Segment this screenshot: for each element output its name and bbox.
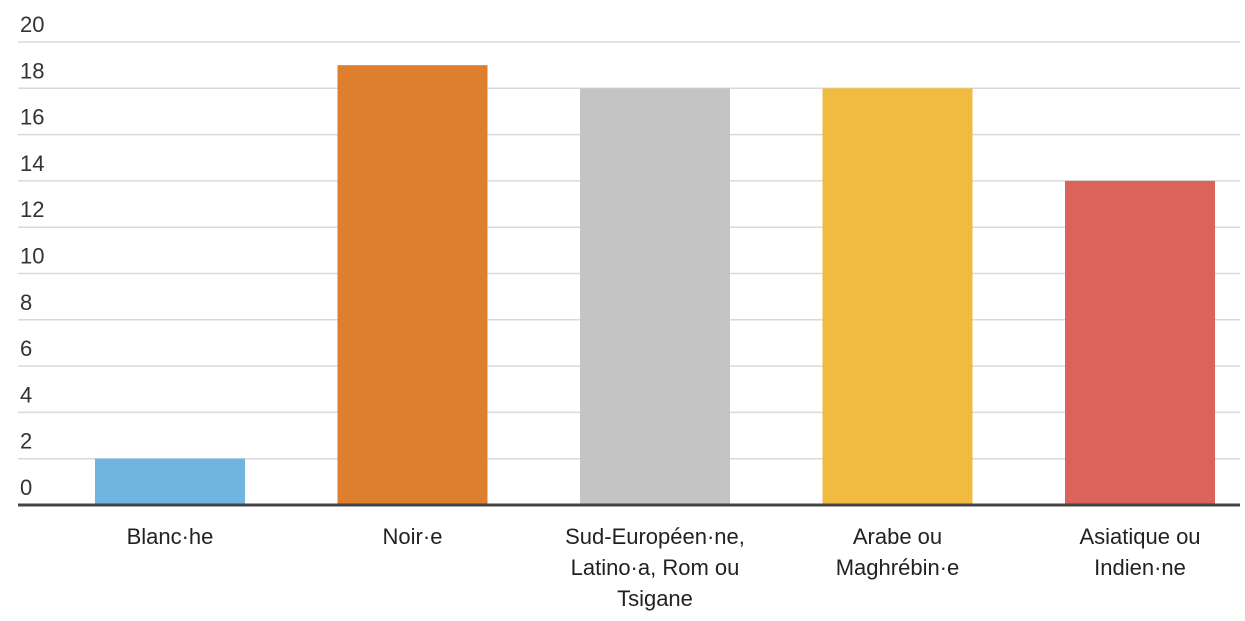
y-tick-label: 8 [20, 290, 32, 315]
x-category-line: Maghrébin·e [836, 555, 960, 580]
y-tick-label: 12 [20, 197, 44, 222]
x-axis-categories: Blanc·he Noir·e Sud-Européen·ne, Latino·a, … [127, 524, 1201, 611]
x-category-line: Sud-Européen·ne, [565, 524, 745, 549]
y-axis-ticks: 0 2 4 6 8 10 12 14 16 18 20 [20, 12, 44, 500]
y-tick-label: 4 [20, 382, 32, 407]
y-tick-label: 6 [20, 336, 32, 361]
x-category-line: Arabe ou [853, 524, 942, 549]
x-category-label: Asiatique ou Indien·ne [1079, 524, 1200, 580]
bar-0 [95, 458, 245, 505]
y-tick-label: 18 [20, 58, 44, 83]
x-category-line: Indien·ne [1094, 555, 1186, 580]
x-category-label: Sud-Européen·ne, Latino·a, Rom ou Tsigane [565, 524, 745, 611]
y-tick-label: 14 [20, 151, 44, 176]
x-category-line: Latino·a, Rom ou [571, 555, 740, 580]
y-tick-label: 20 [20, 12, 44, 37]
bar-2 [580, 88, 730, 506]
bar-1 [337, 65, 488, 506]
y-tick-label: 10 [20, 244, 44, 269]
x-category-line: Tsigane [617, 586, 693, 611]
x-category-line: Asiatique ou [1079, 524, 1200, 549]
x-category-line: Noir·e [383, 524, 443, 549]
y-tick-label: 2 [20, 429, 32, 454]
x-category-label: Noir·e [383, 524, 443, 549]
bars [95, 65, 1215, 506]
x-category-line: Blanc·he [127, 524, 214, 549]
y-tick-label: 0 [20, 475, 32, 500]
x-category-label: Blanc·he [127, 524, 214, 549]
y-tick-label: 16 [20, 105, 44, 130]
bar-3 [822, 88, 973, 506]
bar-4 [1065, 180, 1215, 505]
x-category-label: Arabe ou Maghrébin·e [836, 524, 960, 580]
